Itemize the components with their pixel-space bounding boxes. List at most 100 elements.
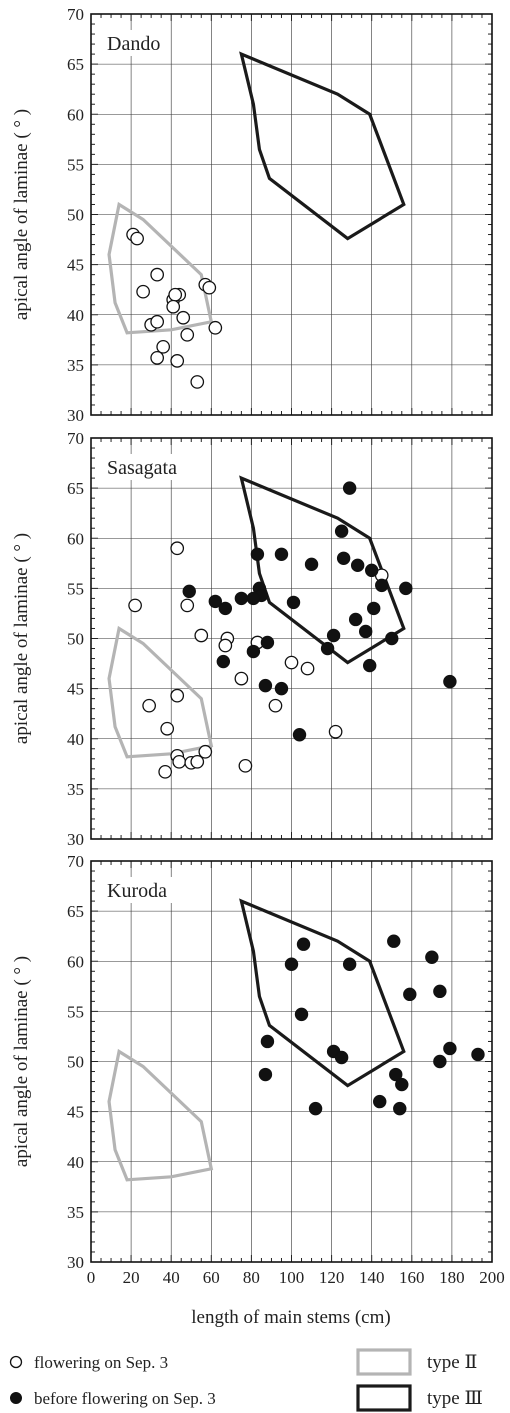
legend-type3-swatch	[356, 1384, 412, 1412]
before-flowering-point	[320, 641, 335, 656]
legend-type2-label: type Ⅱ	[427, 1352, 477, 1373]
y-tick-label: 50	[67, 630, 84, 649]
flowering-point	[170, 354, 185, 368]
before-flowering-point	[350, 558, 365, 573]
y-tick-label: 70	[67, 852, 84, 871]
before-flowering-point	[342, 957, 357, 971]
before-flowering-point	[362, 658, 377, 673]
flowering-point	[130, 231, 144, 246]
flowering-point	[150, 314, 165, 329]
before-flowering-point	[425, 950, 439, 964]
type2-region	[107, 625, 214, 759]
before-flowering-point	[373, 1094, 387, 1109]
before-flowering-point	[365, 563, 379, 578]
flowering-point	[218, 638, 233, 653]
type2-region	[107, 201, 214, 335]
before-flowering-point	[367, 601, 381, 616]
y-tick-label: 45	[67, 680, 84, 699]
y-tick-label: 35	[67, 356, 84, 375]
before-flowering-point	[389, 1067, 403, 1082]
y-tick-label: 50	[67, 206, 84, 225]
y-tick-label: 30	[67, 406, 84, 425]
flowering-point	[160, 721, 175, 736]
flowering-point	[136, 284, 150, 299]
y-tick-label: 30	[67, 1253, 84, 1272]
x-tick-label: 160	[399, 1268, 425, 1287]
plot-frame	[90, 860, 493, 1263]
legend-before-label: before flowering on Sep. 3	[34, 1389, 216, 1408]
flowering-point	[128, 598, 142, 613]
x-tick-label: 200	[479, 1268, 505, 1287]
y-tick-label: 65	[67, 55, 84, 74]
flowering-point	[284, 655, 299, 670]
before-flowering-point	[348, 612, 363, 627]
before-flowering-point	[208, 594, 223, 609]
y-tick-label: 65	[67, 479, 84, 498]
panel-kuroda: 30 35 40 45 50 55 60 65 70 apical angle of lamina…	[11, 852, 493, 1272]
legend: flowering on Sep. 3 before flowering on S…	[9, 1348, 483, 1412]
before-flowering-point	[260, 1034, 275, 1049]
before-flowering-point	[387, 934, 401, 948]
chart-panels: 30 35 40 45 50 55 60 65 70 apical angle of lamina…	[11, 5, 505, 1287]
y-axis-label: apical angle of laminae ( ° )	[11, 956, 32, 1167]
type3-region	[239, 51, 406, 241]
y-tick-label: 40	[67, 730, 84, 749]
y-tick-label: 45	[67, 1103, 84, 1122]
before-flowering-point	[182, 584, 196, 599]
before-flowering-point	[334, 524, 349, 538]
before-flowering-point	[216, 654, 231, 669]
panel-title: Sasagata	[107, 457, 177, 479]
flowering-point	[150, 267, 165, 282]
before-flowering-point	[433, 984, 447, 999]
before-flowering-point	[274, 681, 289, 696]
before-flowering-point	[399, 581, 413, 596]
x-tick-label: 120	[319, 1268, 345, 1287]
plot-frame	[90, 437, 493, 840]
flowering-point	[208, 320, 223, 335]
before-flowering-point	[258, 1067, 273, 1082]
flowering-point	[166, 299, 181, 314]
x-tick-label: 40	[163, 1268, 180, 1287]
before-flowering-point	[304, 557, 319, 572]
y-tick-label: 35	[67, 780, 84, 799]
grid	[91, 438, 492, 839]
before-flowering-point	[296, 937, 311, 951]
flowering-point	[158, 764, 173, 779]
y-tick-label: 45	[67, 256, 84, 275]
flowering-point	[238, 758, 253, 773]
before-flowering-point	[308, 1101, 323, 1116]
before-flowering-point	[443, 1041, 457, 1056]
panel-title-background	[100, 30, 168, 56]
y-tick-label: 55	[67, 1002, 84, 1021]
before-flowering-point	[246, 591, 261, 606]
y-tick-label: 55	[67, 155, 84, 174]
y-tick-label: 40	[67, 1153, 84, 1172]
y-tick-label: 60	[67, 529, 84, 548]
before-flowering-point	[395, 1077, 409, 1092]
y-tick-label: 70	[67, 429, 84, 448]
flowering-point	[198, 744, 213, 759]
flowering-point	[150, 351, 165, 365]
y-tick-label: 55	[67, 579, 84, 598]
x-tick-label: 100	[279, 1268, 305, 1287]
type3-region	[239, 475, 406, 665]
before-flowering-point	[274, 547, 289, 561]
before-flowering-point	[336, 551, 351, 565]
x-tick-label: 60	[203, 1268, 220, 1287]
flowering-point	[168, 287, 183, 302]
x-tick-label: 80	[243, 1268, 260, 1287]
y-axis-label: apical angle of laminae ( ° )	[11, 533, 32, 744]
x-axis-label: length of main stems (cm)	[191, 1307, 390, 1328]
x-tick-label: 140	[359, 1268, 385, 1287]
x-tick-label: 20	[123, 1268, 140, 1287]
before-flowering-point	[375, 578, 389, 593]
before-flowering-point	[294, 1007, 309, 1022]
y-axis-label: apical angle of laminae ( ° )	[11, 109, 32, 320]
before-flowering-point	[403, 987, 417, 1002]
panel-dando: 30 35 40 45 50 55 60 65 70 apical angle of lamina…	[11, 5, 493, 425]
x-tick-label: 0	[87, 1268, 96, 1287]
before-flowering-point	[284, 957, 299, 971]
y-tick-label: 70	[67, 5, 84, 24]
before-flowering-point	[342, 481, 357, 495]
flowering-point	[170, 688, 185, 703]
